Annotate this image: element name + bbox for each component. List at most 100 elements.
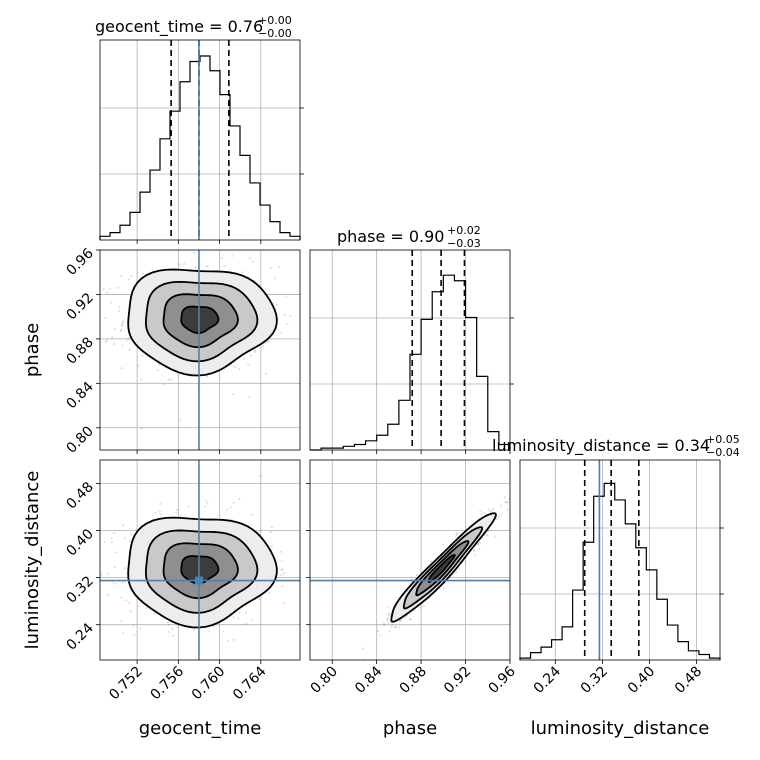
panel-luminosity-distance-vs-phase: 0.80 0.84 0.88 0.92 0.96	[306, 459, 519, 697]
sample-point	[270, 544, 274, 548]
x-tick-label: 0.40	[625, 664, 658, 697]
sample-point	[422, 604, 426, 608]
sample-point	[176, 509, 179, 512]
histogram-step	[519, 482, 721, 660]
title-geocent-time: geocent_time = 0.76	[95, 17, 263, 37]
sample-point	[128, 540, 131, 543]
sample-point	[123, 566, 126, 570]
sample-point	[250, 354, 253, 357]
sample-point	[237, 617, 240, 620]
contour-line	[390, 512, 497, 623]
x-tick-label: 0.88	[397, 664, 430, 697]
ylabel-luminosity-distance: luminosity_distance	[22, 471, 43, 650]
sample-point	[409, 618, 412, 621]
sample-point	[231, 392, 235, 396]
x-tick-label: 0.764	[230, 663, 270, 703]
sample-point	[500, 505, 503, 508]
axes-frame	[519, 459, 721, 661]
sample-point	[376, 629, 379, 633]
sample-point	[130, 275, 133, 278]
y-tick-label: 0.96	[63, 245, 96, 278]
axes-frame	[99, 459, 301, 661]
sample-point	[504, 501, 507, 504]
sample-point	[473, 554, 477, 557]
sample-point	[387, 621, 390, 624]
sample-point	[120, 367, 123, 370]
sample-point	[262, 344, 265, 347]
sample-point	[145, 607, 148, 610]
sample-point	[138, 604, 141, 607]
sample-point	[122, 632, 125, 635]
sample-point	[317, 556, 319, 558]
sample-point	[302, 347, 304, 349]
sample-point	[113, 342, 116, 346]
sample-point	[490, 510, 493, 513]
sample-point	[279, 331, 282, 334]
y-tick-label: 0.84	[63, 379, 96, 412]
title-phase-minus: −0.03	[447, 237, 481, 250]
sample-point	[280, 559, 283, 563]
contour-line	[144, 280, 259, 363]
sample-point	[506, 508, 509, 511]
sample-point	[410, 576, 413, 579]
sample-point	[253, 349, 256, 353]
density-fill	[428, 554, 455, 583]
sample-point	[232, 638, 235, 641]
sample-point	[206, 502, 209, 505]
sample-point	[515, 494, 517, 496]
sample-point	[139, 627, 142, 630]
sample-point	[107, 572, 110, 575]
sample-point	[273, 276, 276, 279]
sample-point	[250, 513, 253, 517]
sample-point	[121, 524, 125, 527]
sample-point	[82, 561, 84, 563]
title-luminosity-distance-minus: −0.04	[706, 446, 740, 459]
sample-point	[264, 372, 268, 375]
sample-point	[121, 321, 124, 324]
sample-point	[178, 263, 181, 266]
x-tick-label: 0.752	[106, 664, 146, 704]
sample-point	[473, 548, 476, 552]
y-tick-label: 0.48	[63, 479, 96, 512]
sample-point	[241, 271, 244, 274]
sample-point	[121, 344, 124, 347]
axes-frame	[309, 459, 511, 661]
sample-point	[409, 618, 412, 621]
sample-point	[245, 622, 248, 625]
sample-point	[382, 622, 386, 625]
sample-point	[158, 510, 161, 513]
sample-point	[442, 543, 445, 546]
sample-point	[106, 593, 110, 597]
panel-luminosity-distance-vs-geocent-time: 0.752 0.756 0.760 0.764 0.24 0.32 0.40 0.48	[63, 459, 319, 704]
sample-point	[455, 534, 458, 537]
histogram-step	[99, 55, 301, 240]
sample-point	[104, 340, 107, 343]
sample-point	[132, 624, 135, 628]
y-tick-label: 0.32	[63, 573, 96, 606]
panel-geocent-time-histogram	[99, 39, 304, 244]
sample-point	[512, 491, 514, 493]
contour-line	[402, 526, 484, 610]
sample-point	[280, 573, 283, 577]
sample-point	[167, 623, 171, 626]
sample-point	[232, 616, 235, 619]
sample-point	[115, 551, 118, 554]
sample-point	[394, 625, 398, 628]
sample-point	[389, 625, 393, 628]
sample-point	[156, 369, 159, 372]
sample-point	[187, 505, 190, 508]
sample-point	[120, 323, 124, 326]
x-tick-label: 0.756	[148, 663, 188, 703]
sample-point	[482, 511, 486, 514]
sample-point	[386, 618, 389, 622]
sample-point	[281, 568, 284, 571]
sample-point	[415, 573, 418, 577]
sample-point	[464, 560, 467, 563]
sample-point	[391, 624, 394, 627]
sample-point	[129, 610, 132, 613]
sample-point	[130, 533, 133, 536]
sample-point	[205, 499, 208, 502]
sample-point	[105, 339, 108, 342]
sample-point	[503, 495, 506, 498]
sample-point	[283, 572, 286, 575]
